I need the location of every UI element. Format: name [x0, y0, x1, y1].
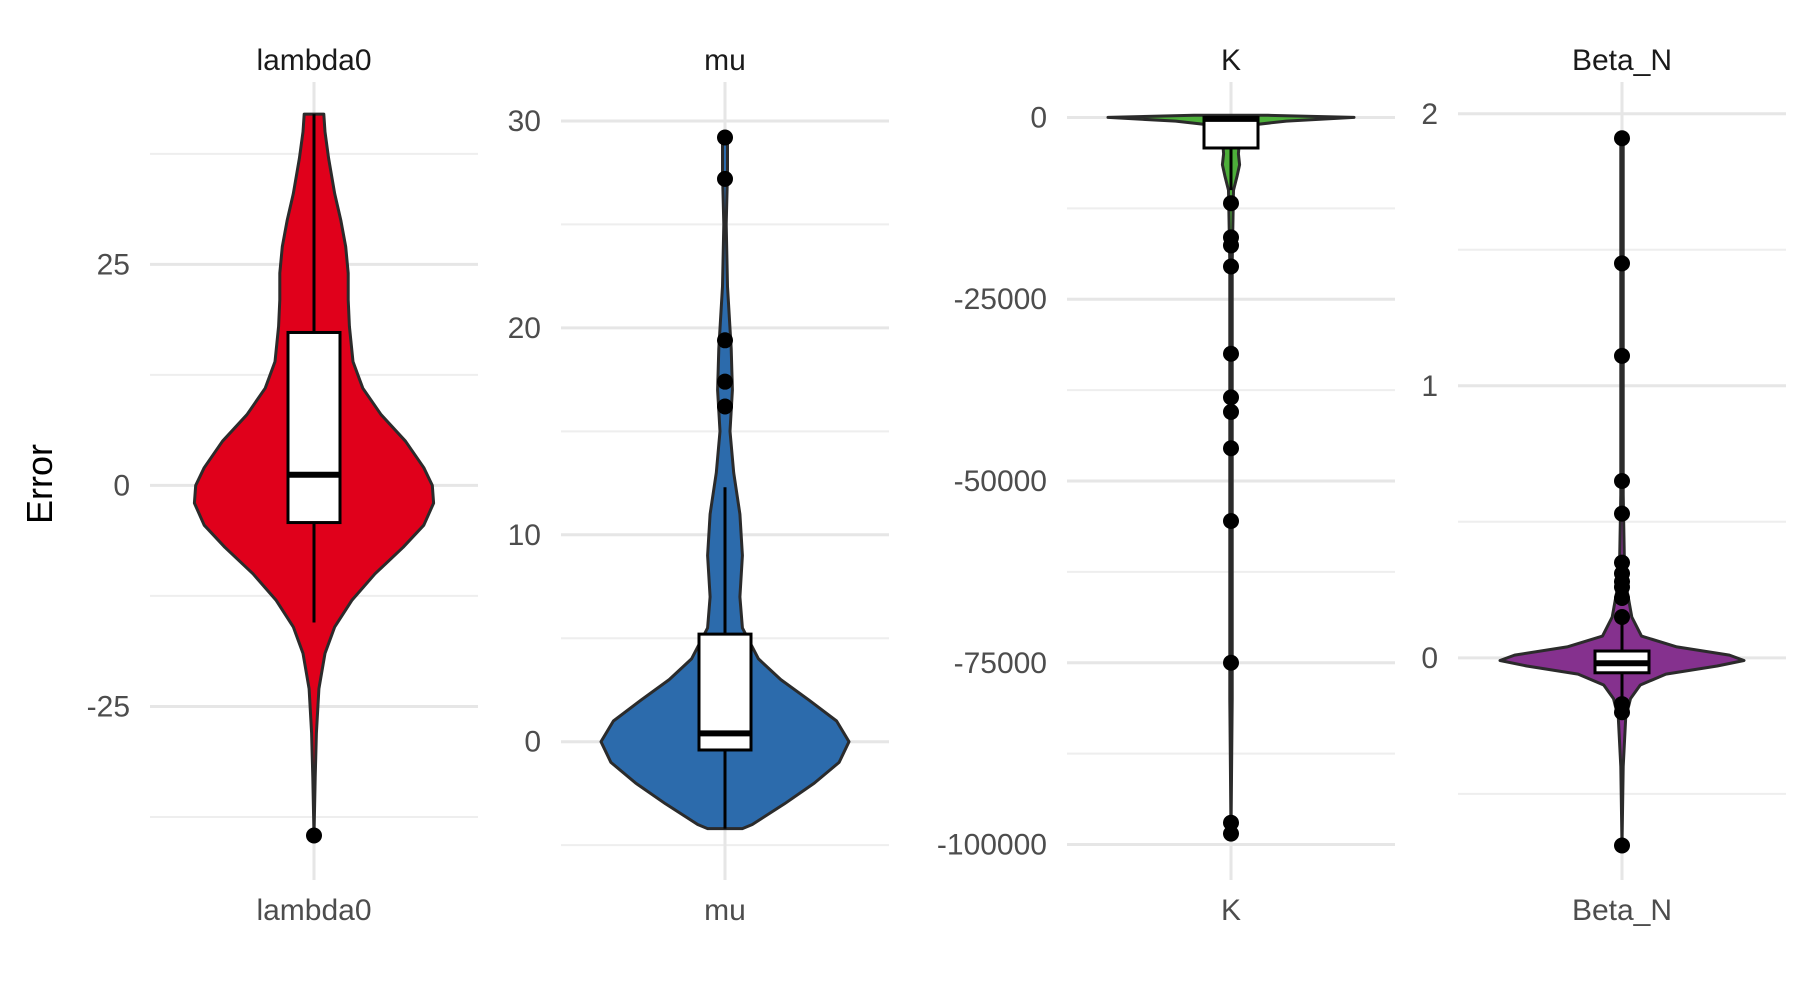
- outlier-point: [1223, 237, 1239, 254]
- y-tick-label: 0: [1421, 642, 1438, 675]
- outlier-point: [1614, 255, 1630, 272]
- outlier-point: [306, 827, 322, 844]
- outlier-point: [1223, 258, 1239, 275]
- y-tick-label: -50000: [954, 465, 1047, 498]
- panel-title: mu: [704, 44, 746, 77]
- y-tick-label: 1: [1421, 370, 1438, 403]
- outlier-point: [1614, 837, 1630, 854]
- panel-title: K: [1221, 44, 1241, 77]
- outlier-point: [1223, 195, 1239, 212]
- y-axis-label: Error: [19, 444, 60, 524]
- outlier-point: [1223, 403, 1239, 420]
- x-tick-label: K: [1221, 894, 1241, 927]
- outlier-point: [717, 373, 733, 390]
- violin-shape: [1498, 136, 1746, 847]
- outlier-point: [1223, 440, 1239, 457]
- y-tick-label: 0: [1030, 101, 1047, 134]
- y-tick-label: 30: [508, 105, 541, 138]
- outlier-point: [1614, 473, 1630, 489]
- y-tick-label: 20: [508, 312, 541, 345]
- x-tick-label: Beta_N: [1572, 894, 1672, 927]
- y-tick-label: -25: [87, 690, 130, 723]
- y-tick-label: 10: [508, 519, 541, 552]
- outlier-point: [717, 129, 733, 146]
- outlier-point: [1614, 609, 1630, 626]
- y-tick-label: 2: [1421, 98, 1438, 131]
- panel-mu: 0 10 20 30 mu mu: [508, 44, 889, 927]
- y-tick-label: -75000: [954, 647, 1047, 680]
- y-tick-label: 0: [113, 469, 130, 502]
- outlier-point: [1614, 589, 1630, 606]
- panel-title: lambda0: [256, 44, 371, 77]
- box: [286, 330, 342, 525]
- violin-shape: [599, 136, 851, 831]
- outlier-point: [717, 332, 733, 349]
- outlier-point: [1223, 654, 1239, 671]
- panel-beta-n: 0 1 2 Beta_N Beta_N: [1421, 44, 1786, 927]
- panel-k: -100000 -75000 -50000 -25000 0 K K: [937, 44, 1395, 927]
- outlier-point: [717, 170, 733, 187]
- y-tick-label: -100000: [937, 829, 1047, 862]
- y-tick-label: 0: [524, 726, 541, 759]
- x-tick-label: mu: [704, 894, 746, 927]
- outlier-point: [1614, 505, 1630, 522]
- panel-lambda0: -25 0 25 lambda0 lambda0: [87, 44, 478, 927]
- y-tick-label: 25: [97, 248, 130, 281]
- box: [1202, 115, 1260, 150]
- outlier-point: [717, 398, 733, 415]
- outlier-point: [1614, 704, 1630, 721]
- outlier-point: [1223, 345, 1239, 362]
- outlier-point: [1614, 347, 1630, 364]
- outlier-point: [1223, 825, 1239, 842]
- outlier-point: [1223, 512, 1239, 529]
- violin-shape: [1106, 113, 1356, 836]
- panel-title: Beta_N: [1572, 44, 1672, 77]
- y-tick-label: -25000: [954, 283, 1047, 316]
- x-tick-label: lambda0: [256, 894, 371, 927]
- outlier-point: [1223, 389, 1239, 406]
- outlier-point: [1614, 130, 1630, 147]
